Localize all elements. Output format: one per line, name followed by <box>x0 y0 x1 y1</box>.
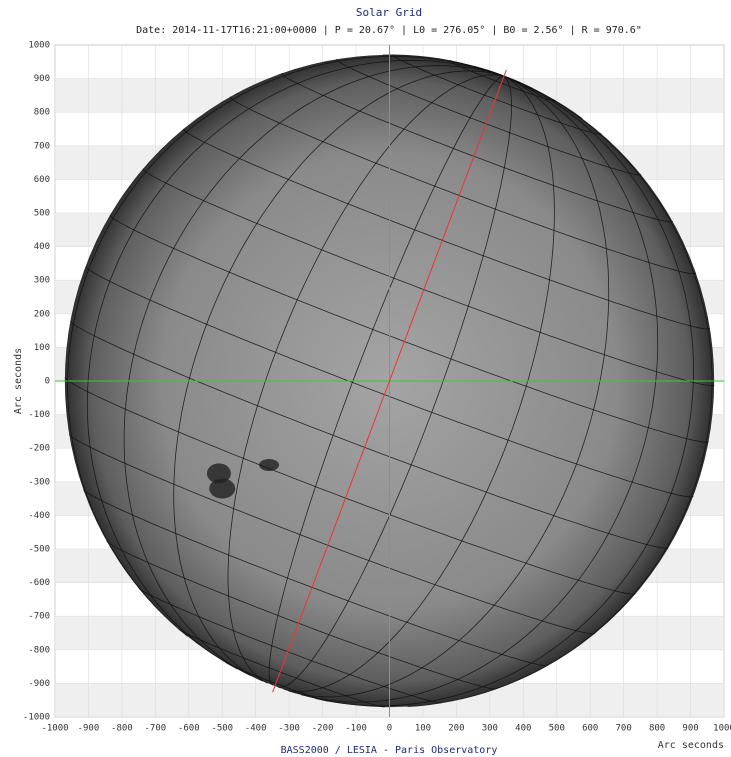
y-tick-label: 600 <box>34 175 50 185</box>
x-tick-label: -300 <box>278 724 300 734</box>
y-tick-label: -700 <box>28 612 50 622</box>
y-tick-label: 800 <box>34 108 50 118</box>
longitude-line <box>278 75 512 688</box>
x-tick-label: 400 <box>515 724 531 734</box>
y-tick-label: -900 <box>28 679 50 689</box>
latitude-line <box>138 588 442 704</box>
longitude-line <box>283 75 555 692</box>
latitude-line <box>109 214 709 443</box>
x-tick-label: -900 <box>78 724 100 734</box>
x-tick-label: -500 <box>211 724 233 734</box>
y-tick-label: 100 <box>34 343 50 353</box>
longitude-line <box>227 74 505 684</box>
y-tick-label: -500 <box>28 545 50 555</box>
y-tick-label: 300 <box>34 276 50 286</box>
longitude-line <box>268 75 505 686</box>
y-tick-label: -200 <box>28 444 50 454</box>
x-tick-label: -800 <box>111 724 133 734</box>
y-tick-label: -1000 <box>23 713 50 723</box>
latitude-line <box>64 377 636 595</box>
longitude-line <box>288 75 610 698</box>
x-tick-label: 800 <box>649 724 665 734</box>
x-tick-label: 500 <box>549 724 565 734</box>
x-tick-label: -200 <box>312 724 334 734</box>
longitude-line <box>123 65 505 677</box>
x-tick-label: -1000 <box>41 724 68 734</box>
chart-title: Solar Grid <box>356 6 422 19</box>
y-tick-label: 0 <box>45 377 50 387</box>
x-tick-label: -400 <box>245 724 267 734</box>
longitude-line <box>300 75 659 703</box>
latitude-line <box>68 434 596 635</box>
y-tick-label: -600 <box>28 578 50 588</box>
y-tick-label: 1000 <box>28 41 50 51</box>
latitude-line <box>83 489 548 667</box>
x-tick-label: -100 <box>345 724 367 734</box>
footer: BASS2000 / LESIA - Paris Observatory <box>281 745 498 756</box>
sunspot <box>206 463 231 484</box>
x-tick-label: -600 <box>178 724 200 734</box>
latitude-line <box>106 541 497 690</box>
y-tick-label: 200 <box>34 309 50 319</box>
sunspot <box>259 459 280 471</box>
longitude-line <box>315 75 694 707</box>
x-tick-label: 100 <box>415 724 431 734</box>
longitude-line <box>173 70 505 682</box>
x-tick-label: 200 <box>448 724 464 734</box>
latitude-line <box>183 128 711 330</box>
rotation-axis <box>272 69 507 693</box>
latitude-line <box>85 266 694 498</box>
y-tick-label: 400 <box>34 242 50 252</box>
y-axis-label: Arc seconds <box>13 348 24 414</box>
x-tick-label: 900 <box>682 724 698 734</box>
x-tick-label: 600 <box>582 724 598 734</box>
x-tick-label: -700 <box>145 724 167 734</box>
x-tick-label: 1000 <box>713 724 731 734</box>
latitude-line <box>336 58 641 176</box>
x-tick-label: 300 <box>482 724 498 734</box>
y-tick-label: 700 <box>34 141 50 151</box>
latitude-line <box>281 72 673 223</box>
longitude-line <box>86 59 505 670</box>
y-tick-label: 500 <box>34 209 50 219</box>
longitude-line <box>67 55 505 637</box>
latitude-line <box>70 320 669 549</box>
y-tick-label: -400 <box>28 511 50 521</box>
x-axis-label: Arc seconds <box>658 740 724 751</box>
y-tick-label: 900 <box>34 74 50 84</box>
y-tick-label: -300 <box>28 477 50 487</box>
y-tick-label: -800 <box>28 645 50 655</box>
sunspot <box>209 478 236 499</box>
y-tick-label: -100 <box>28 410 50 420</box>
latitude-line <box>142 168 715 387</box>
solar-disk-group <box>55 45 724 717</box>
latitude-line <box>230 96 697 275</box>
chart-subtitle: Date: 2014-11-17T16:21:00+0000 | P = 20.… <box>136 25 642 36</box>
x-tick-label: 700 <box>616 724 632 734</box>
x-tick-label: 0 <box>387 724 392 734</box>
longitude-line <box>407 75 713 707</box>
